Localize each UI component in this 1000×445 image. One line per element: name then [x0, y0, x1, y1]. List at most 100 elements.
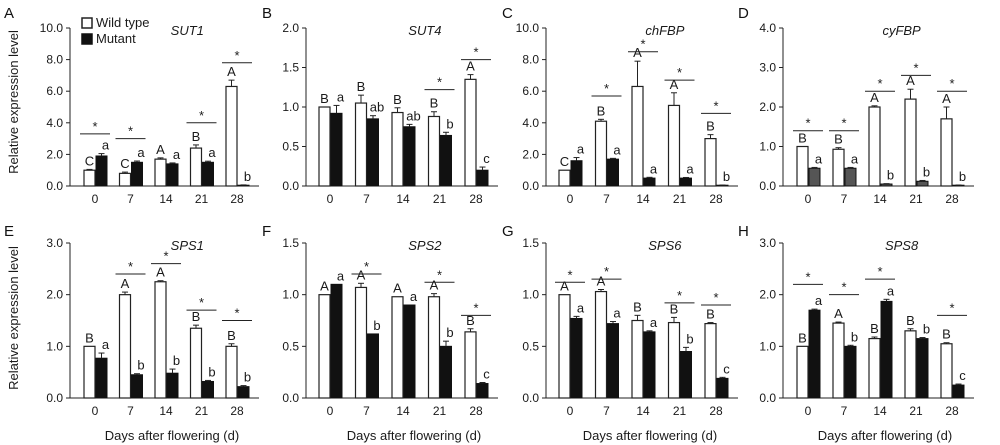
y-tick-label-f-0: 0.0 — [282, 391, 299, 405]
y-tick-label-b-4: 2.0 — [282, 21, 299, 35]
letter-wild-a-1: C — [120, 156, 129, 171]
sig-star-g-0: * — [567, 267, 572, 282]
y-tick-label-f-3: 1.5 — [282, 236, 299, 250]
x-tick-label-f-2: 14 — [396, 404, 410, 418]
letter-wild-h-2: B — [870, 321, 879, 336]
bar-mutant-e-1 — [131, 374, 143, 399]
sig-star-f-0: * — [364, 259, 369, 274]
letter-mutant-g-4: c — [723, 361, 730, 376]
bar-mutant-c-1 — [607, 158, 619, 187]
sig-star-g-2: * — [677, 288, 682, 303]
bar-wild-h-3 — [904, 330, 917, 399]
letter-mutant-c-4: b — [723, 169, 730, 184]
letter-wild-d-2: A — [870, 90, 879, 105]
legend-label-wild: Wild type — [96, 15, 149, 30]
sig-star-b-1: * — [473, 45, 478, 60]
letter-wild-h-3: B — [906, 313, 915, 328]
x-tick-label-f-4: 28 — [469, 404, 483, 418]
panel-letter-b: B — [262, 5, 272, 22]
y-tick-label-e-2: 2.0 — [46, 288, 63, 302]
bar-mutant-f-1 — [367, 333, 379, 399]
letter-wild-b-4: A — [466, 59, 475, 74]
bar-wild-g-3 — [667, 321, 681, 399]
bar-wild-a-3 — [189, 147, 203, 187]
letter-mutant-h-1: b — [851, 329, 858, 344]
bar-mutant-h-1 — [844, 345, 857, 399]
letter-mutant-f-0: a — [337, 268, 345, 283]
panel-h: H SPS8 0.0 1.0 2.0 3.0 0 Ba 7 Ab 14 Ba 21 Bb 28 Bc * * * * — [738, 223, 974, 418]
panel-letter-d: D — [738, 5, 749, 22]
letter-wild-f-2: A — [393, 281, 402, 296]
y-tick-label-d-2: 2.0 — [759, 100, 776, 114]
bar-mutant-a-3 — [202, 161, 214, 187]
y-tick-label-d-3: 3.0 — [759, 61, 776, 75]
letter-wild-c-1: B — [597, 103, 606, 118]
gene-name-g: SPS6 — [648, 238, 682, 253]
letter-wild-c-2: A — [633, 45, 642, 60]
bar-wild-b-2 — [391, 111, 404, 187]
x-tick-label-e-2: 14 — [159, 404, 173, 418]
bar-wild-c-4 — [704, 138, 717, 187]
letter-wild-b-3: B — [430, 96, 439, 111]
xlabel-4: Days after flowering (d) — [818, 428, 952, 443]
letter-mutant-a-1: a — [137, 145, 145, 160]
sig-star-e-1: * — [163, 249, 168, 264]
x-tick-label-a-4: 28 — [230, 192, 244, 206]
letter-mutant-d-2: b — [887, 168, 894, 183]
bar-mutant-g-4 — [716, 377, 729, 399]
y-tick-label-g-3: 1.5 — [522, 236, 539, 250]
panel-letter-h: H — [738, 223, 749, 240]
x-tick-label-d-3: 21 — [909, 192, 923, 206]
gene-name-c: chFBP — [645, 23, 684, 38]
bar-wild-d-2 — [868, 106, 881, 187]
letter-wild-f-0: A — [320, 279, 329, 294]
bar-mutant-h-4 — [952, 384, 965, 399]
letter-mutant-b-1: ab — [370, 100, 384, 115]
sig-star-c-0: * — [604, 81, 609, 96]
panel-letter-a: A — [4, 5, 14, 22]
x-tick-label-a-0: 0 — [92, 192, 99, 206]
bar-mutant-f-4 — [476, 383, 489, 399]
bar-wild-b-1 — [354, 102, 368, 187]
letter-wild-g-4: B — [706, 307, 715, 322]
bar-wild-a-0 — [83, 169, 96, 187]
x-tick-label-d-4: 28 — [945, 192, 959, 206]
y-tick-label-a-1: 2.0 — [46, 147, 63, 161]
letter-mutant-d-3: b — [923, 164, 930, 179]
sig-star-c-2: * — [677, 65, 682, 80]
y-tick-label-h-3: 3.0 — [759, 236, 776, 250]
sig-star-b-0: * — [437, 75, 442, 90]
bar-mutant-d-2 — [880, 183, 893, 187]
bar-wild-f-3 — [427, 296, 441, 399]
y-tick-label-b-1: 0.5 — [282, 140, 299, 154]
bar-wild-d-4 — [940, 118, 953, 187]
x-tick-label-c-2: 14 — [636, 192, 650, 206]
y-tick-label-e-3: 3.0 — [46, 236, 63, 250]
y-tick-label-c-0: 0.0 — [522, 179, 539, 193]
letter-mutant-e-4: b — [244, 370, 251, 385]
y-tick-label-d-1: 1.0 — [759, 140, 776, 154]
sig-star-a-0: * — [92, 119, 97, 134]
legend-label-mutant: Mutant — [96, 31, 136, 46]
letter-mutant-h-0: a — [815, 293, 823, 308]
y-tick-label-c-1: 2.0 — [522, 147, 539, 161]
bar-mutant-e-3 — [202, 380, 214, 399]
letter-mutant-g-3: b — [686, 331, 693, 346]
letter-wild-f-4: B — [466, 313, 475, 328]
x-tick-label-b-2: 14 — [396, 192, 410, 206]
letter-wild-a-3: B — [192, 129, 201, 144]
panel-letter-c: C — [502, 5, 513, 22]
bar-mutant-h-0 — [808, 309, 821, 399]
letter-mutant-e-2: b — [173, 353, 180, 368]
x-tick-label-b-3: 21 — [433, 192, 447, 206]
sig-star-c-3: * — [713, 98, 718, 113]
y-tick-label-f-2: 1.0 — [282, 288, 299, 302]
y-tick-label-a-0: 0.0 — [46, 179, 63, 193]
legend-swatch-mutant — [81, 33, 93, 45]
y-tick-label-f-1: 0.5 — [282, 339, 299, 353]
sig-star-f-2: * — [473, 300, 478, 315]
sig-star-d-1: * — [841, 116, 846, 131]
letter-mutant-f-4: c — [483, 367, 490, 382]
letter-mutant-a-2: a — [173, 147, 181, 162]
